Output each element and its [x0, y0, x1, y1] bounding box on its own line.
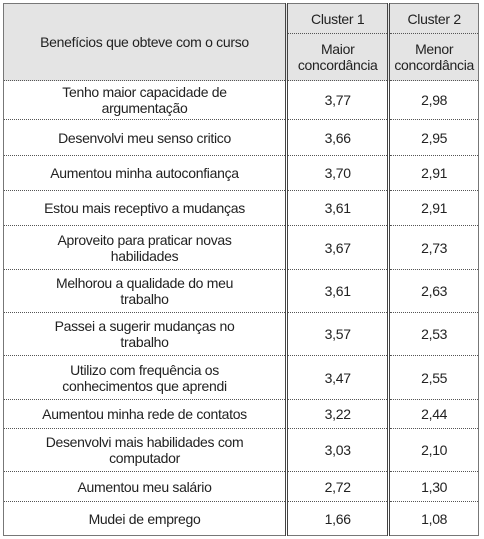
table-row: Melhorou a qualidade do meu trabalho 3,61…: [3, 269, 479, 313]
benefit-label: Utilizo com frequência os conhecimentos …: [3, 355, 287, 400]
benefit-label: Aumentou minha autoconfiança: [3, 155, 287, 191]
cluster-value: 3,66: [285, 119, 389, 156]
column-header: Cluster 1: [285, 3, 389, 34]
cluster-value: 2,63: [387, 269, 479, 313]
header-row: Benefícios que obteve com o curso Cluste…: [3, 3, 479, 81]
cluster-value: 3,22: [285, 399, 389, 429]
cluster-value: 3,61: [285, 269, 389, 313]
table-row: Aproveito para praticar novas habilidade…: [3, 225, 479, 270]
benefit-label: Aproveito para praticar novas habilidade…: [3, 225, 287, 270]
table-row: Tenho maior capacidade de argumentação 3,…: [3, 80, 479, 120]
cluster-value: 2,55: [387, 355, 479, 400]
cluster-value: 3,77: [285, 80, 389, 120]
cluster-value: 2,91: [387, 155, 479, 191]
column-header: Cluster 2: [387, 3, 479, 34]
table-row: Aumentou minha rede de contatos 3,22 2,44: [3, 399, 479, 429]
benefit-label: Tenho maior capacidade de argumentação: [3, 80, 287, 120]
first-column-header: Benefícios que obteve com o curso: [3, 3, 287, 81]
column-subheader: Maior concordância: [285, 33, 389, 81]
benefit-label: Desenvolvi mais habilidades com computad…: [3, 428, 287, 472]
table-row: Passei a sugerir mudanças no trabalho 3,5…: [3, 312, 479, 356]
cluster-value: 2,53: [387, 312, 479, 356]
benefit-label: Mudei de emprego: [3, 501, 287, 536]
benefit-label: Passei a sugerir mudanças no trabalho: [3, 312, 287, 356]
header-subrow: Maior concordância Menor concordância: [4, 33, 479, 81]
cluster-value: 2,91: [387, 190, 479, 226]
cluster-value: 2,73: [387, 225, 479, 270]
cluster-value: 2,98: [387, 80, 479, 120]
cluster-value: 3,57: [285, 312, 389, 356]
table-row: Desenvolvi mais habilidades com computad…: [3, 428, 479, 472]
cluster-value: 1,08: [387, 501, 479, 536]
table-row: Estou mais receptivo a mudanças 3,61 2,91: [3, 190, 479, 226]
cluster-value: 3,70: [285, 155, 389, 191]
benefit-label: Estou mais receptivo a mudanças: [3, 190, 287, 226]
benefit-label: Aumentou minha rede de contatos: [3, 399, 287, 429]
table-row: Desenvolvi meu senso critico 3,66 2,95: [3, 119, 479, 156]
cluster-value: 1,66: [285, 501, 389, 536]
benefit-label: Desenvolvi meu senso critico: [3, 119, 287, 156]
cluster-value: 2,95: [387, 119, 479, 156]
benefits-table: Benefícios que obteve com o curso Cluste…: [3, 3, 479, 536]
cluster-value: 1,30: [387, 471, 479, 502]
table-row: Utilizo com frequência os conhecimentos …: [3, 355, 479, 400]
table-row: Aumentou meu salário 2,72 1,30: [3, 471, 479, 502]
table-row: Aumentou minha autoconfiança 3,70 2,91: [3, 155, 479, 191]
table-header: Benefícios que obteve com o curso Cluste…: [3, 3, 479, 81]
cluster-value: 2,10: [387, 428, 479, 472]
benefit-label: Melhorou a qualidade do meu trabalho: [3, 269, 287, 313]
cluster-value: 3,61: [285, 190, 389, 226]
cluster-value: 3,03: [285, 428, 389, 472]
table-body: Tenho maior capacidade de argumentação 3,…: [3, 80, 479, 536]
table-row: Mudei de emprego 1,66 1,08: [3, 501, 479, 536]
benefit-label: Aumentou meu salário: [3, 471, 287, 502]
cluster-value: 3,47: [285, 355, 389, 400]
cluster-value: 3,67: [285, 225, 389, 270]
cluster-value: 2,44: [387, 399, 479, 429]
cluster-value: 2,72: [285, 471, 389, 502]
column-subheader: Menor concordância: [387, 33, 479, 81]
